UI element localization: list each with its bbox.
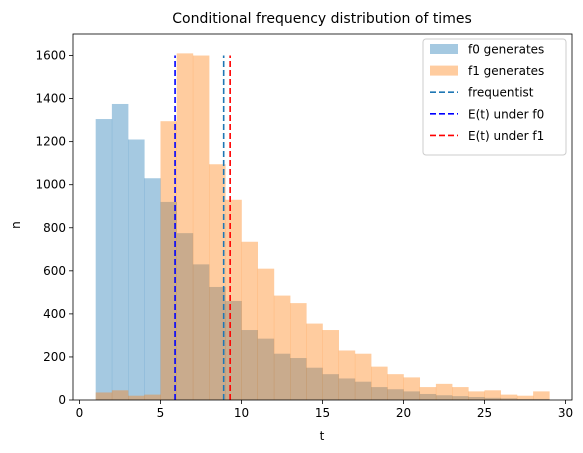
x-tick-label: 5 <box>157 406 165 420</box>
x-tick-label: 20 <box>396 406 411 420</box>
legend-label: E(t) under f1 <box>468 129 544 143</box>
bar-series1-bin17 <box>371 366 388 400</box>
bar-series1-bin24 <box>484 390 502 400</box>
chart-title: Conditional frequency distribution of ti… <box>172 11 472 27</box>
bar-series0-bin21 <box>435 395 453 400</box>
x-axis-label: t <box>320 429 325 443</box>
bar-series0-bin19 <box>403 391 421 400</box>
y-tick-label: 800 <box>43 221 66 235</box>
bar-series1-bin10 <box>257 268 275 400</box>
bar-series1-bin9 <box>241 241 258 400</box>
bar-series1-bin6 <box>192 55 210 400</box>
legend-box <box>422 38 567 156</box>
bar-series1-bin4 <box>160 121 177 400</box>
legend: f0 generates f1 generates frequentist E(t) … <box>422 38 567 156</box>
mean-lines <box>174 55 231 400</box>
legend-label: f0 generates <box>468 43 544 57</box>
legend-label: f1 generates <box>468 64 544 78</box>
y-axis-ticks: 0 200 400 600 800 1000 1200 1400 1600 <box>35 49 73 407</box>
bar-series0-bin12 <box>290 358 307 400</box>
bar-series0-bin20 <box>419 393 437 400</box>
bar-series0-bin18 <box>387 389 404 400</box>
bar-series0-bin1 <box>111 103 129 401</box>
bar-series1-bin27 <box>533 391 550 400</box>
y-tick-label: 400 <box>43 307 66 321</box>
bar-series0-bin22 <box>452 396 469 400</box>
bar-series1-bin13 <box>306 323 323 400</box>
bar-series1-bin18 <box>387 374 404 400</box>
x-tick-label: 25 <box>477 406 492 420</box>
bar-series1-bin16 <box>354 353 372 400</box>
y-tick-label: 1200 <box>35 135 66 149</box>
bar-series1-bin20 <box>419 387 437 400</box>
y-tick-label: 1400 <box>35 92 66 106</box>
bar-series1-bin23 <box>468 391 485 400</box>
bar-series1-bin1 <box>111 390 129 400</box>
legend-label: frequentist <box>468 86 534 100</box>
y-tick-label: 1000 <box>35 178 66 192</box>
x-tick-label: 0 <box>76 406 84 420</box>
bar-series0-bin24 <box>484 397 502 400</box>
x-tick-label: 10 <box>234 406 249 420</box>
bar-series0-bin2 <box>128 139 145 400</box>
bar-series0-bin25 <box>500 398 518 400</box>
bar-series1-bin8 <box>225 199 242 400</box>
bar-series0-bin23 <box>468 396 485 400</box>
bar-series0-bin4 <box>160 201 177 400</box>
bar-series1-bin12 <box>290 303 307 400</box>
bar-series0-bin11 <box>273 353 291 400</box>
bar-series1-bin15 <box>338 350 356 400</box>
bar-series0-bin14 <box>322 374 340 400</box>
y-tick-label: 0 <box>58 393 66 407</box>
bar-series1-bin26 <box>516 395 534 400</box>
bar-series1-bin19 <box>403 377 421 400</box>
bar-series1-bin3 <box>144 394 161 400</box>
bar-series0-bin0 <box>95 119 113 401</box>
bar-series1-bin11 <box>273 295 291 400</box>
bar-series0-bin16 <box>354 381 372 400</box>
bar-series0-bin6 <box>192 264 210 400</box>
x-tick-label: 15 <box>315 406 330 420</box>
bar-series1-bin21 <box>435 383 453 400</box>
bar-series0-bin7 <box>209 286 226 400</box>
bar-series0-bin5 <box>176 233 194 400</box>
y-tick-label: 200 <box>43 350 66 364</box>
y-tick-label: 1600 <box>35 49 66 63</box>
bar-series0-bin13 <box>306 367 323 400</box>
legend-label: E(t) under f0 <box>468 107 544 121</box>
bar-series0-bin26 <box>516 398 534 400</box>
legend-swatch <box>430 65 458 76</box>
bar-series1-bin7 <box>209 164 226 400</box>
bar-series0-bin17 <box>371 387 388 400</box>
bar-series0-bin3 <box>144 178 161 400</box>
y-axis-label: n <box>9 221 23 229</box>
bar-series1-bin5 <box>176 53 194 401</box>
bar-series1-bin14 <box>322 330 340 400</box>
bar-series0-bin10 <box>257 338 275 400</box>
bar-series0-bin9 <box>241 330 258 400</box>
bar-series1-bin2 <box>128 395 145 400</box>
bar-series0-bin15 <box>338 378 356 400</box>
x-tick-label: 30 <box>558 406 573 420</box>
bar-series1-bin0 <box>95 392 113 400</box>
x-axis-ticks: 0 5 10 15 20 25 30 <box>76 400 573 420</box>
bar-series1-bin25 <box>500 394 518 400</box>
legend-swatch <box>430 44 458 54</box>
bar-series1-bin22 <box>452 387 469 400</box>
bar-series0-bin27 <box>533 398 550 400</box>
y-tick-label: 600 <box>43 264 66 278</box>
